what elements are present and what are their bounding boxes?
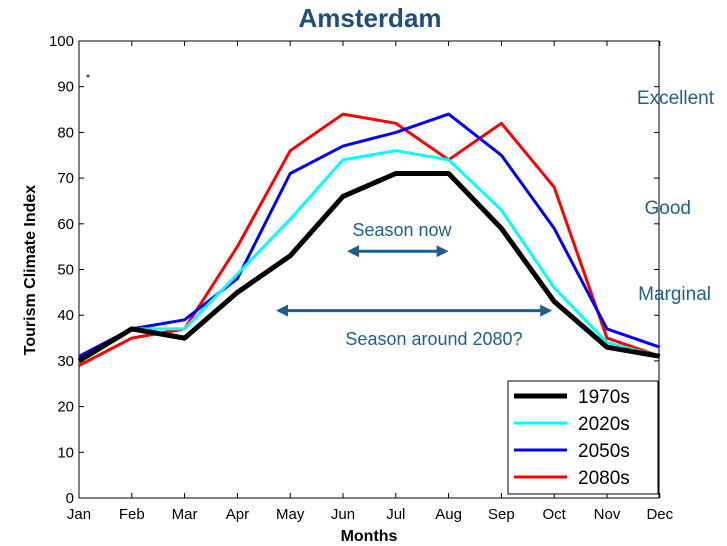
x-tick-label: Jan [67,506,91,523]
season-now-label: Season now [352,220,452,240]
x-tick-label: Nov [594,506,621,523]
zone-label-excellent: Excellent [637,88,715,109]
y-tick-label: 50 [57,262,74,279]
x-tick-label: Apr [226,506,249,523]
legend-label: 1970s [578,387,630,408]
y-tick-label: 10 [57,444,74,461]
x-tick-label: Aug [435,506,462,523]
y-tick-label: 100 [49,33,74,50]
x-tick-label: Oct [543,506,567,523]
legend-label: 2080s [578,468,630,489]
season-annotations [276,245,553,317]
x-tick-label: Jul [386,506,405,523]
series-line-2080s [78,112,661,367]
zone-label-good: Good [645,198,691,219]
series-line-1970s [77,171,661,364]
chart-title: Amsterdam [298,3,441,33]
stray-dot [86,74,90,78]
series-line-2020s [78,149,661,363]
season-2080-arrow [276,304,553,317]
legend-box [507,380,659,495]
series-line-2050s [78,112,661,358]
y-tick-label: 60 [57,216,74,233]
y-tick-label: 30 [57,353,74,370]
y-tick-label: 80 [57,124,74,141]
season-now-arrow [347,245,449,258]
y-tick-label: 0 [66,490,74,507]
x-tick-label: Mar [172,506,198,523]
y-axis-ticks: 0 10 20 30 40 50 60 70 80 90 100 [49,33,659,507]
y-tick-label: 70 [57,170,74,187]
legend-label: 2020s [578,414,630,435]
y-axis-label: Tourism Climate Index [22,185,39,356]
x-axis-ticks: Jan Feb Mar Apr May Jun Jul Aug Sep Oct Nov Dec [67,41,674,523]
x-tick-label: Feb [119,506,145,523]
zone-label-marginal: Marginal [638,284,711,305]
x-tick-label: May [276,506,305,523]
legend-label: 2050s [578,441,630,462]
y-tick-label: 40 [57,307,74,324]
y-tick-label: 20 [57,399,74,416]
y-tick-label: 90 [57,79,74,96]
legend-items: 1970s 2020s 2050s 2080s [514,387,630,489]
x-tick-label: Jun [331,506,355,523]
x-axis-label: Months [341,528,398,545]
x-tick-label: Dec [646,506,673,523]
x-tick-label: Sep [488,506,515,523]
series-lines [77,112,661,367]
season-2080-label: Season around 2080? [345,329,522,349]
legend: 1970s 2020s 2050s 2080s [507,380,659,495]
